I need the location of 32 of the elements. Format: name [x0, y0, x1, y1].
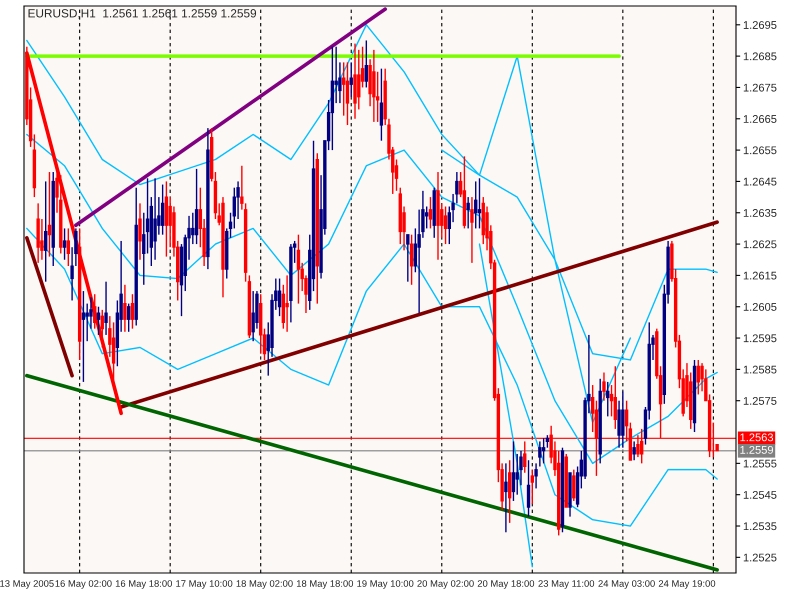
y-tick-label: 1.2545: [744, 490, 776, 499]
y-tick-label: 1.2665: [744, 115, 776, 123]
y-tick-label: 1.2655: [744, 146, 776, 154]
y-tick-label: 1.2585: [744, 366, 776, 374]
x-tick-label: 18 May 18:00: [296, 580, 354, 589]
x-tick-label: 17 May 10:00: [176, 580, 232, 589]
x-tick-label: 24 May 19:00: [658, 580, 716, 589]
x-tick-label: 19 May 10:00: [357, 580, 414, 589]
y-tick-label: 1.2645: [744, 178, 776, 186]
y-tick-label: 1.2615: [744, 272, 776, 280]
y-tick-label: 1.2625: [744, 240, 776, 248]
y-tick-label: 1.2605: [744, 302, 776, 311]
chart-title: EURUSD,H1 1.2561 1.2561 1.2559 1.2559: [28, 9, 256, 19]
x-tick-label: 23 May 11:00: [538, 580, 594, 589]
y-tick-label: 1.2535: [744, 522, 776, 530]
x-tick-label: 16 May 18:00: [116, 580, 172, 589]
y-tick-label: 1.2525: [744, 554, 776, 562]
y-tick-label: 1.2595: [744, 334, 776, 342]
x-tick-label: 20 May 02:00: [417, 580, 474, 589]
x-tick-label: 24 May 03:00: [598, 580, 655, 589]
y-tick-label: 1.2675: [744, 84, 776, 92]
x-tick-label: 13 May 2005: [0, 580, 54, 589]
y-tick-label: 1.2635: [744, 209, 776, 217]
ref-line-label: 1.2559: [740, 446, 774, 454]
y-tick-label: 1.2575: [744, 396, 776, 405]
x-tick-label: 20 May 18:00: [478, 580, 534, 589]
ref-line-label: 1.2563: [740, 433, 774, 442]
x-tick-label: 18 May 02:00: [236, 580, 293, 589]
x-tick-label: 16 May 02:00: [56, 580, 112, 589]
y-tick-label: 1.2695: [744, 21, 776, 29]
y-tick-label: 1.2685: [744, 52, 776, 60]
y-tick-label: 1.2555: [744, 460, 776, 468]
